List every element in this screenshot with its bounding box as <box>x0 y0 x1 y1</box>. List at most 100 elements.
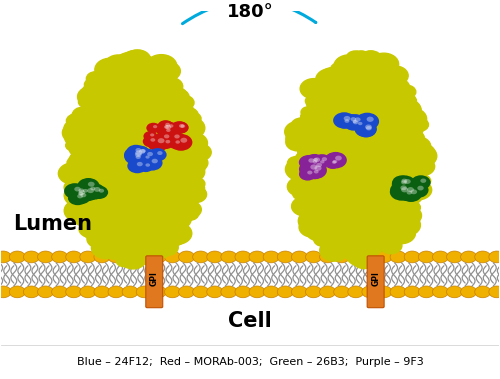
Circle shape <box>306 167 322 179</box>
Circle shape <box>138 144 166 164</box>
Circle shape <box>382 93 404 109</box>
Circle shape <box>404 136 431 157</box>
Circle shape <box>348 180 370 196</box>
Circle shape <box>110 169 132 186</box>
Circle shape <box>180 138 187 143</box>
Circle shape <box>174 117 205 139</box>
Circle shape <box>82 85 100 97</box>
Circle shape <box>326 218 352 236</box>
Circle shape <box>104 122 129 140</box>
Circle shape <box>162 122 177 133</box>
Circle shape <box>98 119 126 139</box>
Circle shape <box>155 90 182 110</box>
Circle shape <box>156 192 181 210</box>
Circle shape <box>325 158 340 169</box>
Circle shape <box>115 225 142 245</box>
Circle shape <box>80 286 96 298</box>
Circle shape <box>108 123 129 138</box>
Circle shape <box>398 204 418 219</box>
Circle shape <box>76 184 99 201</box>
Circle shape <box>125 150 148 168</box>
Circle shape <box>411 175 430 190</box>
Circle shape <box>156 134 184 154</box>
Circle shape <box>90 161 118 182</box>
Circle shape <box>10 251 26 263</box>
Circle shape <box>386 78 409 96</box>
Circle shape <box>148 85 168 99</box>
Circle shape <box>134 223 168 247</box>
Circle shape <box>156 99 186 122</box>
Circle shape <box>152 117 174 135</box>
Circle shape <box>24 286 40 298</box>
Circle shape <box>334 171 366 194</box>
Circle shape <box>94 237 115 253</box>
Circle shape <box>298 124 326 146</box>
Circle shape <box>162 209 184 226</box>
Circle shape <box>352 190 369 202</box>
Circle shape <box>344 92 372 113</box>
Circle shape <box>346 137 374 158</box>
Circle shape <box>148 61 164 73</box>
Circle shape <box>167 96 188 111</box>
Circle shape <box>142 212 164 229</box>
Circle shape <box>346 243 378 266</box>
Circle shape <box>336 233 351 245</box>
Circle shape <box>79 213 96 225</box>
Circle shape <box>172 110 200 130</box>
Circle shape <box>140 250 161 265</box>
Circle shape <box>380 161 406 181</box>
Circle shape <box>397 108 426 130</box>
Circle shape <box>360 213 378 226</box>
Circle shape <box>105 83 123 96</box>
Circle shape <box>100 130 129 152</box>
Circle shape <box>121 135 146 153</box>
Circle shape <box>72 107 94 123</box>
Circle shape <box>306 124 322 136</box>
Circle shape <box>343 111 367 128</box>
Circle shape <box>398 85 416 99</box>
Circle shape <box>168 138 184 149</box>
Circle shape <box>313 158 328 169</box>
Circle shape <box>146 123 160 133</box>
Circle shape <box>319 87 348 108</box>
Circle shape <box>140 242 154 253</box>
Circle shape <box>111 153 134 169</box>
Circle shape <box>88 76 117 97</box>
Circle shape <box>128 209 160 233</box>
Circle shape <box>298 147 324 166</box>
Circle shape <box>160 228 186 246</box>
Circle shape <box>337 120 354 133</box>
Circle shape <box>350 76 366 88</box>
Circle shape <box>334 144 361 165</box>
Circle shape <box>330 230 360 252</box>
Circle shape <box>109 200 141 224</box>
Circle shape <box>376 286 392 298</box>
Circle shape <box>312 160 318 164</box>
Circle shape <box>124 130 150 149</box>
Circle shape <box>116 170 148 194</box>
Circle shape <box>88 182 94 187</box>
Circle shape <box>394 189 409 200</box>
Circle shape <box>150 251 166 263</box>
Circle shape <box>66 286 82 298</box>
Circle shape <box>314 170 318 174</box>
Circle shape <box>332 78 346 89</box>
Circle shape <box>162 202 188 221</box>
Circle shape <box>318 221 345 240</box>
Circle shape <box>38 251 54 263</box>
Circle shape <box>304 142 336 165</box>
Circle shape <box>322 158 350 180</box>
Circle shape <box>351 119 366 130</box>
Circle shape <box>405 180 431 200</box>
Circle shape <box>140 96 171 118</box>
Circle shape <box>139 112 164 130</box>
Circle shape <box>95 58 126 81</box>
Circle shape <box>121 69 147 88</box>
Circle shape <box>86 206 104 220</box>
Circle shape <box>292 251 308 263</box>
Circle shape <box>66 114 84 128</box>
Circle shape <box>401 180 407 185</box>
Circle shape <box>90 216 106 228</box>
Circle shape <box>71 190 91 204</box>
Circle shape <box>307 171 312 174</box>
